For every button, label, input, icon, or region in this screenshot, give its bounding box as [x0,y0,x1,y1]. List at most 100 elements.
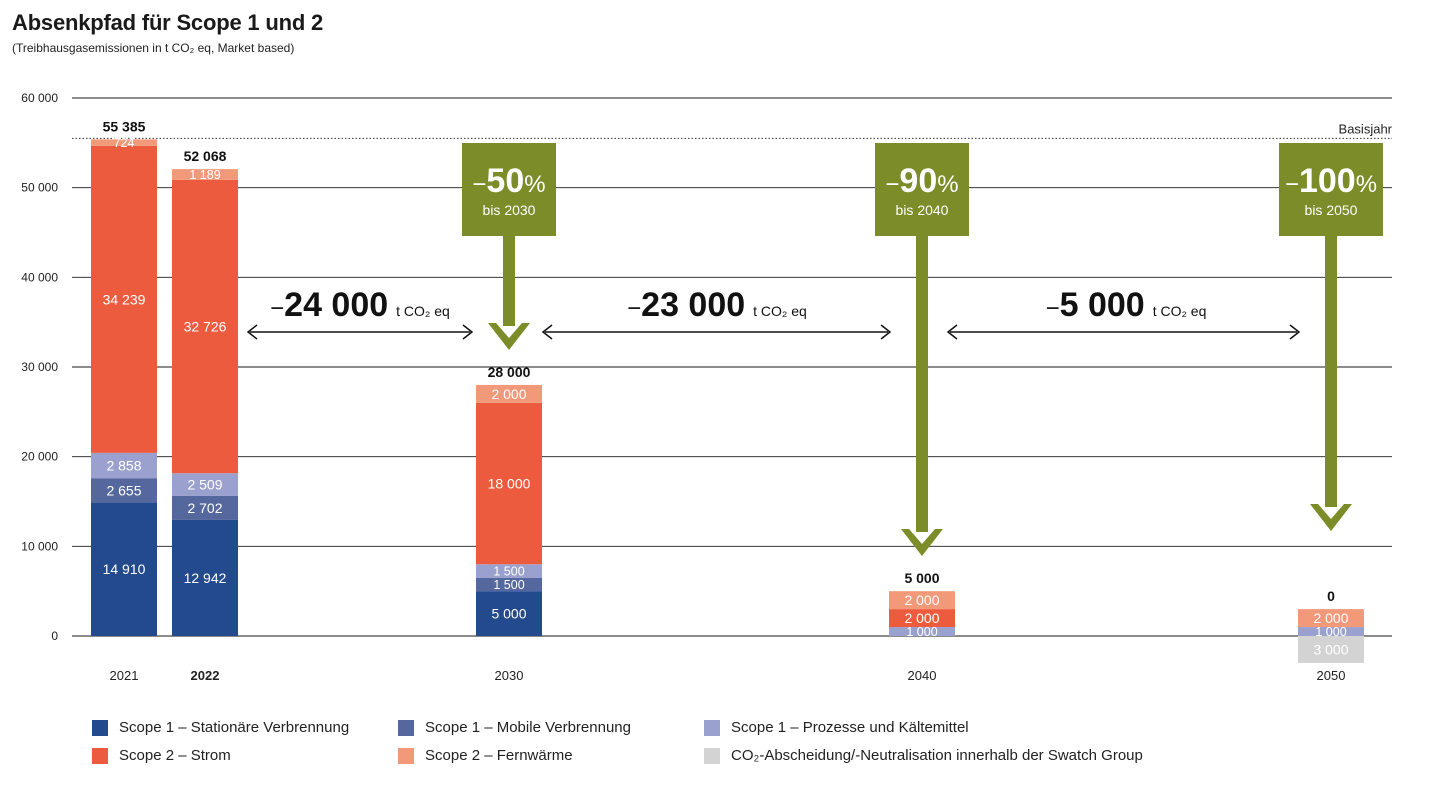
target-arrow-head [901,529,943,556]
reduction-arrow-head-left [946,324,958,340]
segment-label: 1 000 [1315,625,1346,639]
x-tick-label: 2022 [191,668,220,683]
legend-swatch [92,719,108,736]
target-value: 90 [899,162,937,200]
legend-item: Scope 1 – Prozesse und Kältemittel [704,719,969,736]
legend-swatch [704,719,720,736]
legend-item: Scope 1 – Mobile Verbrennung [398,719,631,736]
bar-segment [91,139,157,146]
target-percent-sign: % [937,171,958,198]
segment-label: 2 858 [106,458,141,474]
legend-label: Scope 1 – Prozesse und Kältemittel [731,719,969,736]
x-tick-label: 2050 [1317,668,1346,683]
y-tick-label: 60 000 [21,91,58,105]
total-label: 28 000 [488,364,531,380]
legend-swatch [704,747,720,764]
segment-label: 2 702 [187,500,222,516]
target-arrow-shaft [916,236,928,532]
total-label: 55 385 [103,118,146,134]
bar-segment [91,452,157,479]
bar-segment [476,564,542,578]
segment-label: 2 000 [904,610,939,626]
y-tick-label: 50 000 [21,181,58,195]
reduction-amount: 24 000 [284,286,388,324]
legend-item: Scope 1 – Stationäre Verbrennung [92,719,349,736]
target-percent-sign: % [1356,171,1377,198]
legend-swatch [398,747,414,764]
reduction-minus: − [270,295,284,322]
target-arrow-head [488,323,530,350]
legend-swatch [398,719,414,736]
target-minus: − [472,171,486,198]
target-box [462,143,556,236]
segment-label: 2 509 [187,477,222,493]
target-percent-sign: % [524,171,545,198]
y-tick-label: 40 000 [21,270,58,284]
reduction-arrow-head-left [246,324,258,340]
bar-segment [476,402,542,565]
legend-label: Scope 1 – Stationäre Verbrennung [119,719,350,736]
total-label: 5 000 [904,570,939,586]
target-value: 50 [486,162,524,200]
y-tick-label: 0 [51,629,58,643]
reduction-minus: − [1046,295,1060,322]
bar-segment [91,502,157,636]
segment-label: 3 000 [1313,641,1348,657]
reduction-unit: t CO₂ eq [396,303,450,319]
reduction-arrow-head-right [880,324,892,340]
target-box [875,143,969,236]
target-arrow-shaft [503,236,515,326]
target-percent: −100% [1285,162,1377,200]
target-minus: − [885,171,899,198]
legend-label: CO₂-Abscheidung/-Neutralisation innerhal… [731,747,1143,764]
bar-segment [889,609,955,628]
x-tick-label: 2030 [495,668,524,683]
bar-segment [172,495,238,520]
bar-segment [172,169,238,180]
segment-label: 5 000 [491,606,526,622]
reduction-amount: 5 000 [1060,286,1145,324]
segment-label: 2 000 [1313,610,1348,626]
bar-segment [889,627,955,636]
target-year-label: bis 2030 [483,202,536,218]
target-arrow-head [1310,504,1352,531]
y-tick-label: 30 000 [21,360,58,374]
segment-label: 1 000 [906,625,937,639]
x-tick-label: 2040 [908,668,937,683]
legend-label: Scope 2 – Strom [119,747,231,764]
reduction-arrow-head-right [1289,324,1301,340]
chart-title: Absenkpfad für Scope 1 und 2 [12,10,324,35]
legend-item: Scope 2 – Fernwärme [398,747,573,764]
target-year-label: bis 2050 [1305,202,1358,218]
segment-label: 32 726 [184,319,227,335]
total-label: 0 [1327,588,1335,604]
segment-label: 1 189 [189,168,220,182]
segment-label: 14 910 [103,561,146,577]
segment-label: 2 000 [904,592,939,608]
reduction-arrow-head-left [541,324,553,340]
bar-segment [172,179,238,474]
reduction-arrow-head-right [462,324,474,340]
segment-label: 34 239 [103,291,146,307]
segment-label: 12 942 [184,570,227,586]
segment-label: 2 000 [491,386,526,402]
target-percent: −90% [885,162,958,200]
reduction-minus: − [627,295,641,322]
bar-segment [172,519,238,636]
segment-label: 1 500 [493,564,524,578]
chart-subtitle: (Treibhausgasemissionen in t CO₂ eq, Mar… [12,41,295,55]
bar-segment [1298,627,1364,636]
target-arrow-shaft [1325,236,1337,507]
target-percent: −50% [472,162,545,200]
bar-segment [1298,636,1364,663]
legend-label: Scope 2 – Fernwärme [425,747,573,764]
target-minus: − [1285,171,1299,198]
segment-label: 2 655 [106,482,141,498]
legend-swatch [92,747,108,764]
segment-label: 1 500 [493,578,524,592]
bar-segment [172,473,238,496]
total-label: 52 068 [184,148,227,164]
x-tick-label: 2021 [110,668,139,683]
y-tick-label: 10 000 [21,539,58,553]
reduction-label: −5 000 t CO₂ eq [1046,286,1207,324]
